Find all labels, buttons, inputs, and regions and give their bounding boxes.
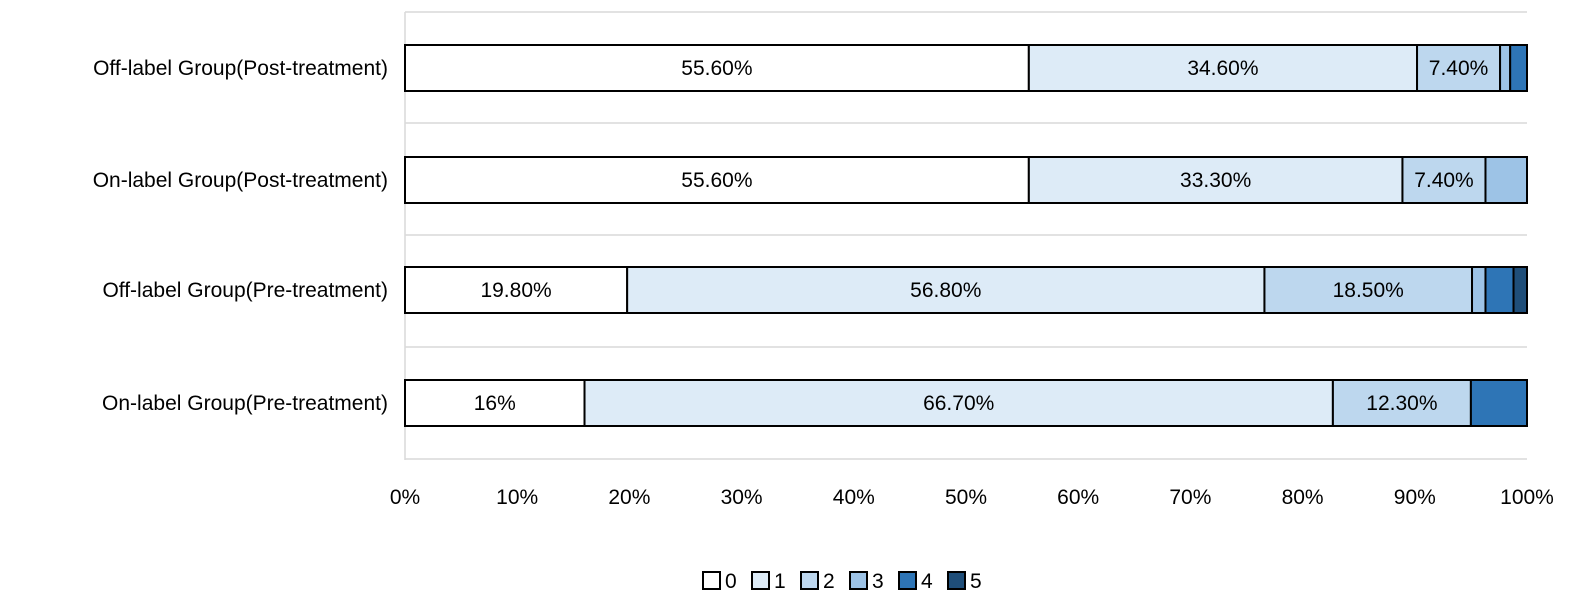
legend-swatch bbox=[751, 571, 770, 590]
data-label: 18.50% bbox=[1333, 279, 1404, 302]
bar-segment bbox=[1484, 266, 1515, 314]
legend-label: 5 bbox=[970, 570, 982, 593]
x-tick-label: 80% bbox=[1282, 486, 1324, 509]
bar-segment bbox=[1469, 379, 1529, 427]
x-tick-label: 40% bbox=[833, 486, 875, 509]
x-tick-label: 100% bbox=[1500, 486, 1554, 509]
x-tick-label: 10% bbox=[496, 486, 538, 509]
x-tick-label: 30% bbox=[721, 486, 763, 509]
bar-segment bbox=[1027, 44, 1419, 92]
bar-segment bbox=[1499, 44, 1512, 92]
data-label: 55.60% bbox=[681, 57, 752, 80]
x-tick-label: 60% bbox=[1057, 486, 1099, 509]
data-label: 34.60% bbox=[1187, 57, 1258, 80]
bar-segment bbox=[626, 266, 1266, 314]
bar-segment bbox=[1509, 44, 1529, 92]
x-tick-label: 50% bbox=[945, 486, 987, 509]
legend-swatch bbox=[702, 571, 721, 590]
x-tick-label: 0% bbox=[390, 486, 420, 509]
legend-swatch bbox=[849, 571, 868, 590]
legend-label: 1 bbox=[774, 570, 786, 593]
data-label: 33.30% bbox=[1180, 169, 1251, 192]
bar-segment bbox=[404, 156, 1030, 204]
x-tick-label: 20% bbox=[608, 486, 650, 509]
legend: 0 1 2 3 4 5 bbox=[702, 570, 982, 593]
data-label: 56.80% bbox=[910, 279, 981, 302]
legend-swatch bbox=[800, 571, 819, 590]
data-label: 12.30% bbox=[1366, 392, 1437, 415]
data-label: 55.60% bbox=[681, 169, 752, 192]
bar-segment bbox=[1484, 156, 1528, 204]
category-label: On-label Group(Post-treatment) bbox=[93, 169, 388, 192]
bar-segment bbox=[404, 44, 1030, 92]
bar-segment bbox=[1263, 266, 1474, 314]
bar-segment bbox=[404, 266, 629, 314]
bar-segment bbox=[1027, 156, 1404, 204]
category-label: Off-label Group(Pre-treatment) bbox=[102, 279, 388, 302]
data-label: 7.40% bbox=[1414, 169, 1474, 192]
legend-label: 2 bbox=[823, 570, 835, 593]
bar-segment bbox=[1401, 156, 1487, 204]
legend-label: 0 bbox=[725, 570, 737, 593]
legend-swatch bbox=[898, 571, 917, 590]
x-axis-tick-labels: 0% 10% 20% 30% 40% 50% 60% 70% 80% 90% 100% bbox=[390, 486, 1554, 509]
category-labels: Off-label Group(Post-treatment) On-label … bbox=[93, 57, 388, 415]
category-label: Off-label Group(Post-treatment) bbox=[93, 57, 388, 80]
data-label: 66.70% bbox=[923, 392, 994, 415]
data-label: 16% bbox=[474, 392, 516, 415]
bar-segment bbox=[404, 379, 586, 427]
x-tick-label: 90% bbox=[1394, 486, 1436, 509]
legend-swatch bbox=[947, 571, 966, 590]
bar-segment bbox=[1512, 266, 1529, 314]
data-label: 7.40% bbox=[1429, 57, 1489, 80]
legend-label: 3 bbox=[872, 570, 884, 593]
bars-layer: 55.60% 34.60% 7.40% 55.60% 33.30% 7.40% 19.80%… bbox=[404, 44, 1529, 427]
category-label: On-label Group(Pre-treatment) bbox=[102, 392, 388, 415]
legend-label: 4 bbox=[921, 570, 933, 593]
x-tick-label: 70% bbox=[1169, 486, 1211, 509]
bar-segment bbox=[1471, 266, 1487, 314]
data-label: 19.80% bbox=[480, 279, 551, 302]
